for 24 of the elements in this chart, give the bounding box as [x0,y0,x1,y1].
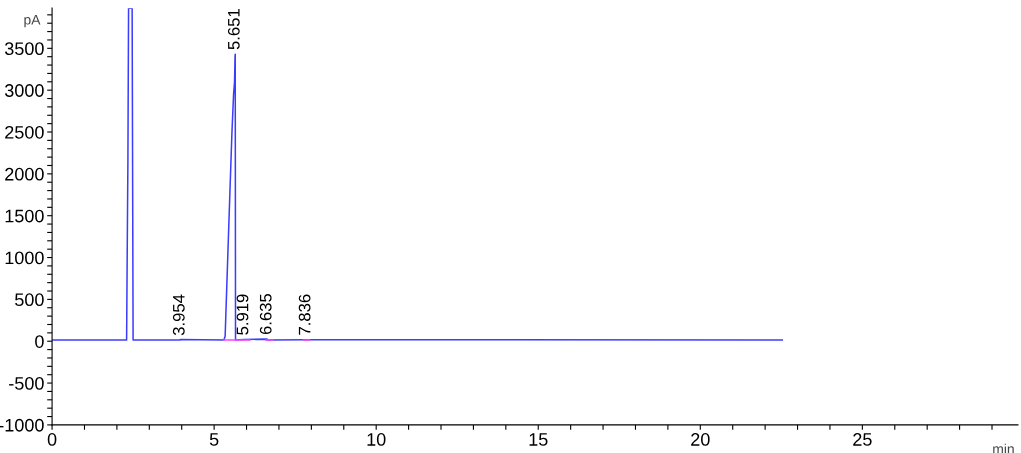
x-axis-title: min [993,443,1014,453]
x-tick-label: 5 [209,433,219,446]
x-tick-label: 0 [47,433,57,446]
y-tick-label: 2000 [5,167,44,181]
x-tick-label: 10 [367,433,386,446]
annotation: 7.836 [298,294,311,335]
y-tick-label: 0 [35,335,44,348]
x-tick-label: 15 [529,433,548,446]
y-tick-label: 1500 [5,209,44,223]
x-tick-label: 25 [853,433,872,446]
x-tick-label: 20 [691,433,710,446]
annotation: 6.635 [259,293,272,335]
y-tick-label: -1000 [0,418,44,432]
annotation: 5.919 [236,294,249,335]
y-tick-label: 3500 [4,42,44,56]
annotation: 3.954 [172,294,185,336]
y-tick-label: -500 [9,377,44,390]
y-tick-label: 500 [15,293,44,307]
y-tick-label: 2500 [5,125,44,139]
y-tick-label: 1000 [5,251,44,265]
annotation: 5.651 [227,9,240,50]
line-series [52,8,784,341]
y-tick-label: 3000 [4,84,44,97]
y-axis-title: pA [24,14,41,28]
